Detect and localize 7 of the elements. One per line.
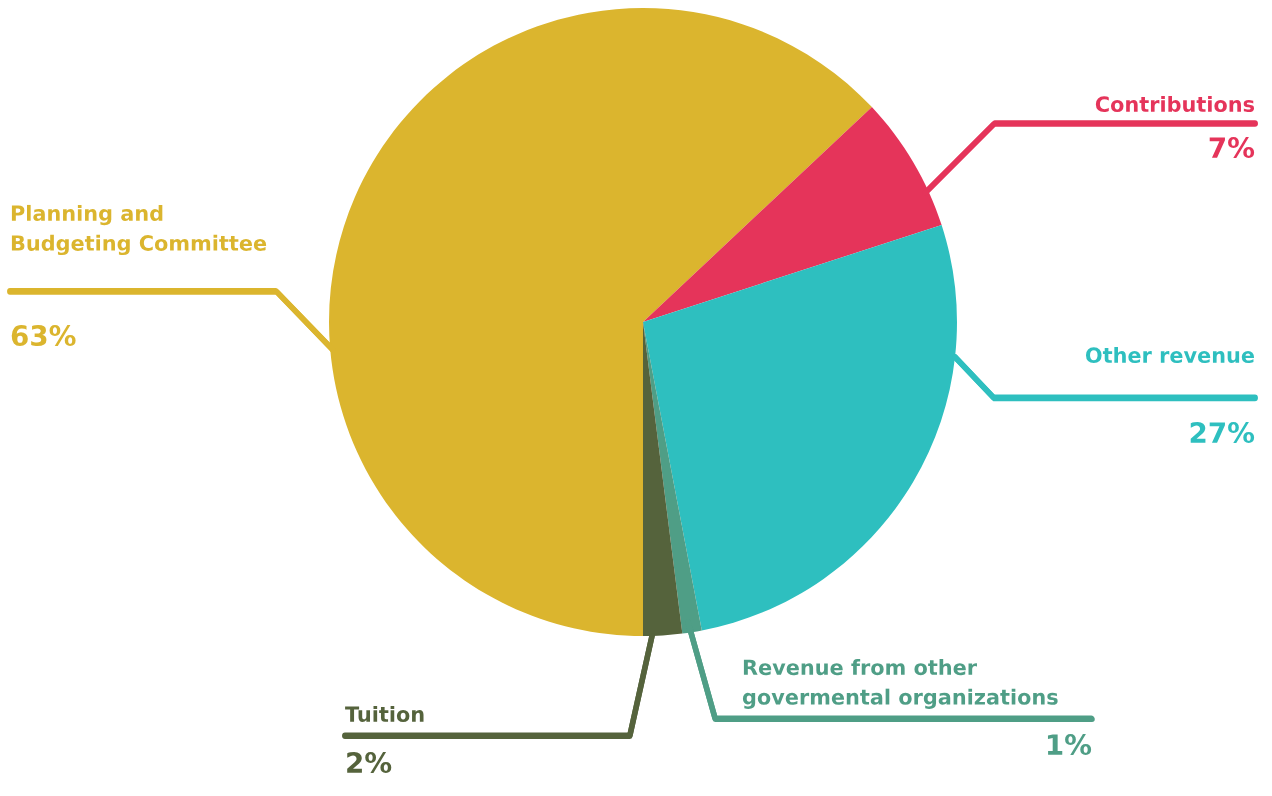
slice-label: Planning and Budgeting Committee — [11, 204, 267, 256]
slice-label: Revenue from other govermental organizations — [742, 659, 1058, 709]
data-label: 27% — [1190, 422, 1255, 444]
data-label: 63% — [11, 325, 76, 347]
slice-label: Contributions — [1095, 95, 1255, 113]
data-label: 1% — [1047, 734, 1092, 756]
data-label: 2% — [347, 752, 392, 774]
